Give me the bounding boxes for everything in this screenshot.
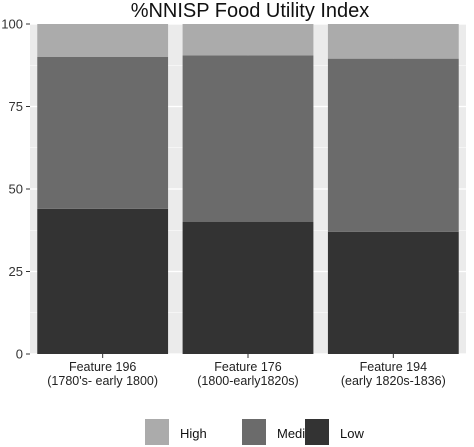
x-tick-label: Feature 194 <box>360 360 427 374</box>
chart-title: %NNISP Food Utility Index <box>131 0 370 22</box>
y-tick-label: 100 <box>1 17 23 32</box>
x-tick-label: Feature 196 <box>69 360 136 374</box>
y-tick-label: 50 <box>9 182 23 197</box>
legend-label-high: High <box>180 426 207 441</box>
bar-medium-2 <box>182 55 314 222</box>
bar-high-2 <box>182 24 314 56</box>
legend-key-medium <box>242 419 266 445</box>
legend-key-high <box>145 419 169 445</box>
x-axis: Feature 196(1780's- early 1800) Feature 1… <box>47 354 446 388</box>
x-tick-label: (1780's- early 1800) <box>47 374 158 388</box>
legend-label-low: Low <box>340 426 364 441</box>
y-tick-label: 25 <box>9 264 23 279</box>
x-tick-label: (1800-early1820s) <box>197 374 298 388</box>
bar-low-1 <box>37 208 169 354</box>
legend-key-low <box>305 419 329 445</box>
legend: High Medium Low <box>145 419 364 445</box>
bars <box>37 24 459 354</box>
x-tick-label: (early 1820s-1836) <box>341 374 446 388</box>
bar-medium-1 <box>37 57 169 209</box>
bar-high-1 <box>37 24 169 57</box>
y-tick-label: 75 <box>9 99 23 114</box>
bar-medium-3 <box>327 58 459 232</box>
y-tick-label: 0 <box>16 347 23 362</box>
bar-low-2 <box>182 222 314 354</box>
bar-high-3 <box>327 24 459 59</box>
x-tick-label: Feature 176 <box>214 360 281 374</box>
bar-low-3 <box>327 231 459 354</box>
y-axis: 0 25 50 75 100 <box>1 17 30 362</box>
